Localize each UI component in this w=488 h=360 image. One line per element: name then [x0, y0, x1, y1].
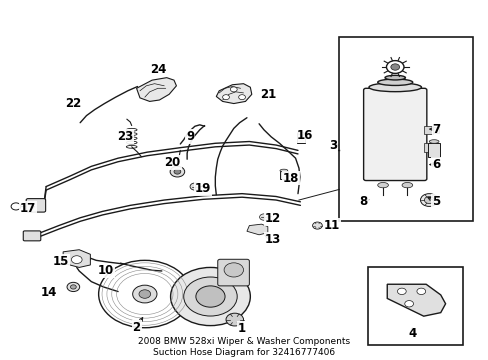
Ellipse shape — [384, 75, 405, 80]
Circle shape — [70, 285, 76, 289]
Polygon shape — [246, 224, 267, 235]
Bar — [368, 267, 462, 346]
Circle shape — [183, 277, 237, 316]
Bar — [424, 126, 432, 134]
Bar — [424, 143, 432, 152]
Circle shape — [71, 256, 82, 264]
Text: 19: 19 — [195, 182, 211, 195]
Text: 9: 9 — [185, 130, 194, 143]
Bar — [432, 127, 438, 133]
FancyBboxPatch shape — [23, 231, 41, 241]
Text: 16: 16 — [297, 129, 313, 142]
Ellipse shape — [428, 140, 438, 143]
Circle shape — [390, 64, 399, 70]
Text: 8: 8 — [359, 195, 367, 208]
Text: 2: 2 — [132, 320, 141, 333]
Text: 12: 12 — [264, 212, 280, 225]
Text: 15: 15 — [52, 255, 69, 267]
Text: 18: 18 — [282, 172, 298, 185]
Ellipse shape — [368, 83, 421, 92]
Circle shape — [312, 222, 322, 229]
Text: 22: 22 — [65, 97, 81, 110]
Bar — [339, 37, 472, 221]
Ellipse shape — [280, 169, 287, 172]
Bar — [432, 145, 438, 150]
Circle shape — [224, 263, 243, 277]
Circle shape — [404, 301, 413, 307]
Text: 6: 6 — [431, 158, 440, 171]
Text: 17: 17 — [20, 202, 36, 215]
Circle shape — [190, 183, 200, 190]
Text: 4: 4 — [407, 327, 415, 339]
Ellipse shape — [377, 79, 412, 85]
Circle shape — [222, 95, 229, 100]
Text: 1: 1 — [238, 322, 245, 335]
Circle shape — [230, 87, 237, 92]
Circle shape — [139, 290, 150, 298]
Text: 7: 7 — [431, 123, 440, 136]
Circle shape — [99, 260, 191, 328]
Polygon shape — [216, 84, 251, 104]
Circle shape — [196, 286, 224, 307]
Text: 11: 11 — [323, 219, 340, 232]
Text: 3: 3 — [328, 139, 336, 152]
Circle shape — [132, 285, 157, 303]
Text: 23: 23 — [117, 130, 133, 143]
Ellipse shape — [297, 132, 304, 135]
Circle shape — [225, 313, 243, 326]
Text: 2008 BMW 528xi Wiper & Washer Components
Suction Hose Diagram for 32416777406: 2008 BMW 528xi Wiper & Washer Components… — [138, 337, 350, 357]
Text: 14: 14 — [41, 287, 57, 300]
Circle shape — [238, 95, 245, 100]
Bar — [427, 143, 439, 157]
Bar — [296, 133, 304, 143]
Polygon shape — [63, 250, 90, 267]
Circle shape — [420, 194, 437, 206]
Circle shape — [386, 60, 403, 73]
FancyBboxPatch shape — [26, 199, 45, 212]
Text: 21: 21 — [259, 88, 275, 101]
Circle shape — [170, 267, 250, 325]
Circle shape — [424, 197, 433, 204]
Circle shape — [174, 169, 181, 174]
Circle shape — [170, 166, 184, 177]
Polygon shape — [136, 78, 176, 102]
Circle shape — [397, 288, 406, 294]
Text: 5: 5 — [431, 195, 440, 208]
Text: 13: 13 — [264, 233, 280, 246]
Ellipse shape — [377, 183, 387, 188]
Circle shape — [259, 214, 268, 220]
Text: 24: 24 — [149, 63, 166, 76]
Circle shape — [11, 203, 21, 210]
Circle shape — [67, 282, 80, 292]
Polygon shape — [386, 284, 445, 316]
Circle shape — [416, 288, 425, 294]
Bar — [279, 171, 287, 180]
Text: 10: 10 — [98, 265, 114, 278]
Ellipse shape — [401, 183, 412, 188]
FancyBboxPatch shape — [217, 259, 249, 286]
Text: 20: 20 — [164, 156, 180, 169]
FancyBboxPatch shape — [363, 88, 426, 180]
